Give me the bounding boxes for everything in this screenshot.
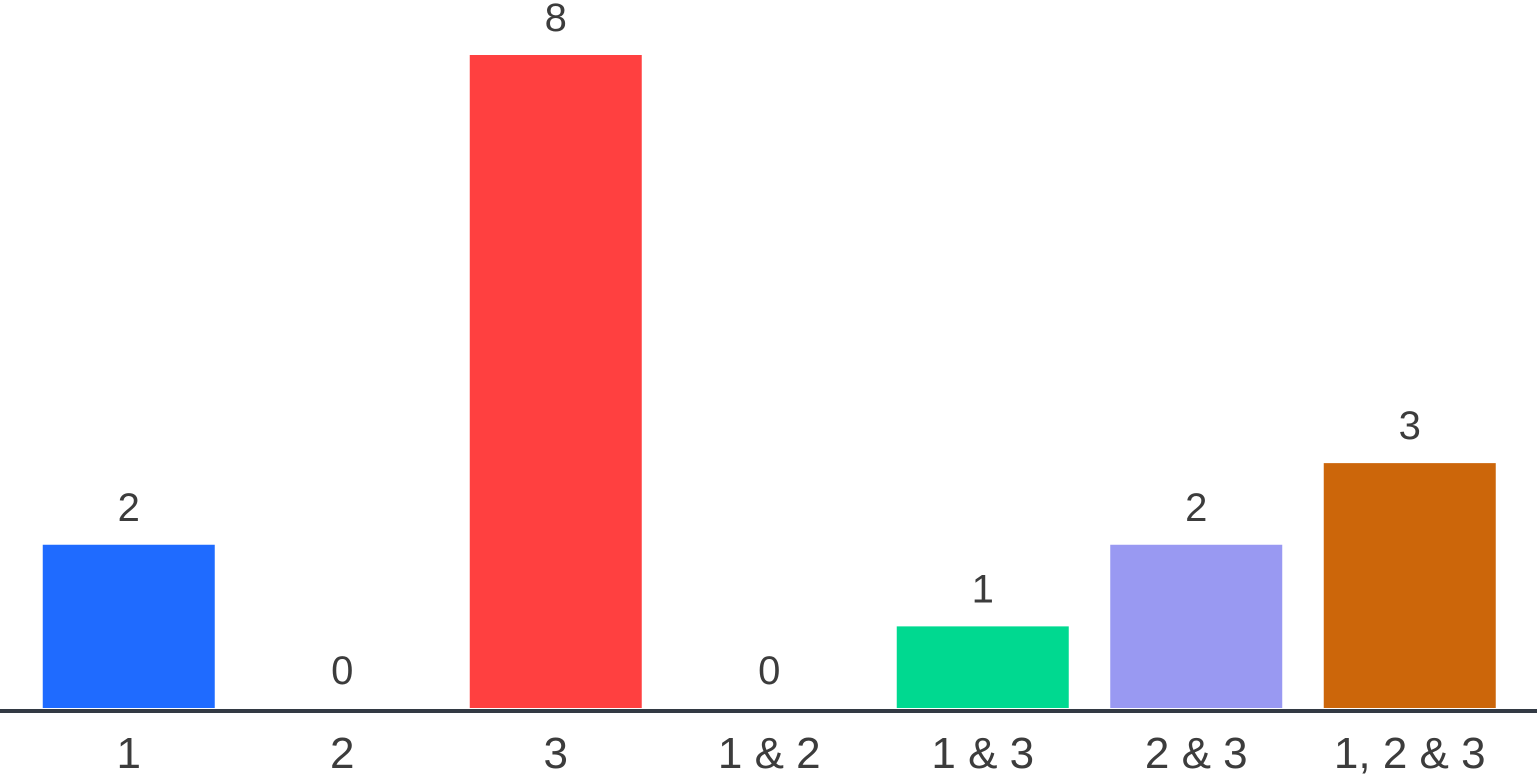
tick-label-1-2: 1 & 2	[718, 729, 821, 778]
bars-group	[42, 55, 1496, 708]
bar-3	[469, 55, 642, 708]
value-labels-group: 2 0 8 0 1 2 3	[118, 0, 1421, 693]
bar-1-3	[896, 626, 1069, 708]
value-label-3: 8	[545, 0, 567, 40]
value-label-2-3: 2	[1185, 486, 1207, 530]
tick-label-1: 1	[117, 729, 141, 778]
tick-label-1-2-3: 1, 2 & 3	[1334, 729, 1486, 778]
tick-label-2: 2	[330, 729, 354, 778]
tick-label-1-3: 1 & 3	[931, 729, 1034, 778]
bar-1-2-3	[1323, 463, 1496, 708]
bar-2-3	[1110, 544, 1283, 708]
value-label-1-3: 1	[972, 567, 994, 611]
value-label-1: 2	[118, 486, 140, 530]
tick-labels-group: 1 2 3 1 & 2 1 & 3 2 & 3 1, 2 & 3	[117, 729, 1486, 778]
bar-1	[42, 544, 215, 708]
tick-label-3: 3	[544, 729, 568, 778]
value-label-1-2: 0	[758, 649, 780, 693]
value-label-2: 0	[331, 649, 353, 693]
value-label-1-2-3: 3	[1399, 404, 1421, 448]
tick-label-2-3: 2 & 3	[1145, 729, 1248, 778]
